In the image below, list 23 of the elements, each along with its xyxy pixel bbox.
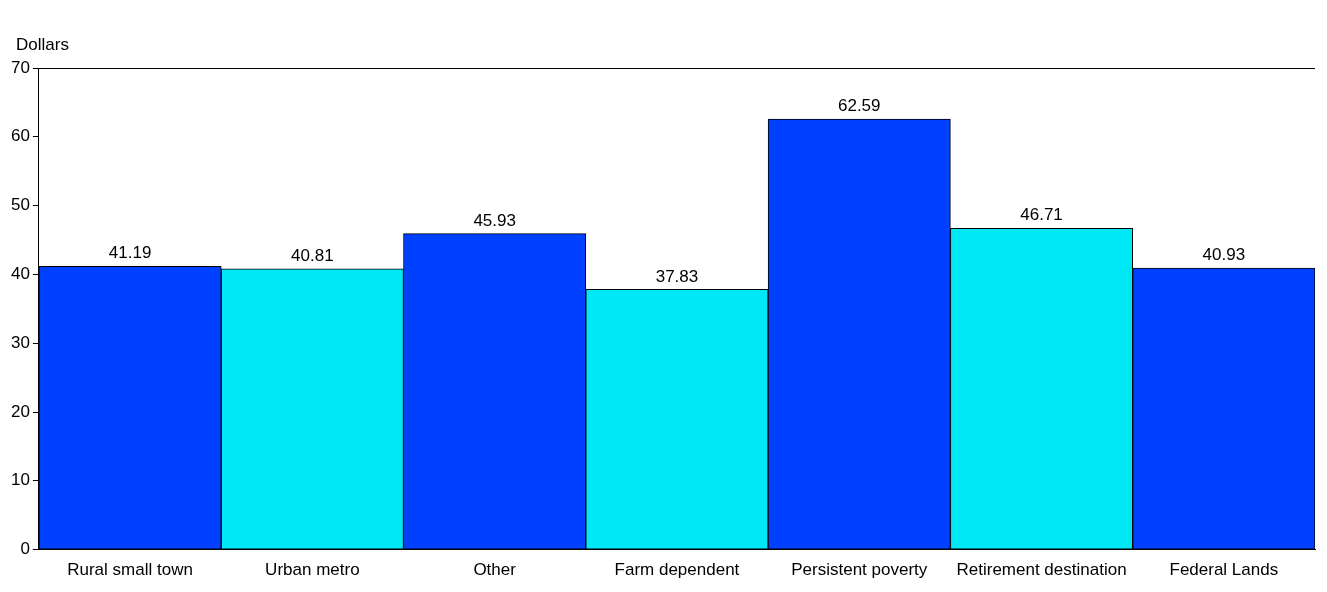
x-tick-label: Rural small town — [67, 560, 193, 580]
y-tick-label: 60 — [10, 126, 30, 146]
x-tick-label: Retirement destination — [956, 560, 1127, 580]
data-label: 37.83 — [655, 266, 699, 286]
data-label: 40.81 — [291, 246, 334, 266]
y-tick-label: 10 — [10, 470, 30, 490]
y-tick-label: 0 — [20, 539, 30, 559]
data-label: 46.71 — [1020, 205, 1063, 225]
data-label: 41.19 — [108, 243, 152, 263]
y-tick-label: 20 — [10, 401, 30, 421]
y-axis-title: Dollars — [16, 35, 69, 55]
y-tick-label: 70 — [10, 57, 30, 77]
x-tick-label: Farm dependent — [614, 560, 740, 580]
y-tick-label: 30 — [10, 332, 30, 352]
x-tick-label: Federal Lands — [1169, 560, 1279, 580]
data-label: 45.93 — [473, 210, 516, 230]
x-tick-label: Persistent poverty — [791, 560, 928, 580]
data-label: 62.59 — [837, 96, 881, 116]
y-tick-label: 40 — [10, 264, 30, 284]
x-tick-label: Other — [473, 560, 517, 580]
data-label: 40.93 — [1202, 245, 1246, 265]
x-tick-label: Urban metro — [265, 560, 360, 580]
y-tick-label: 50 — [10, 195, 30, 215]
